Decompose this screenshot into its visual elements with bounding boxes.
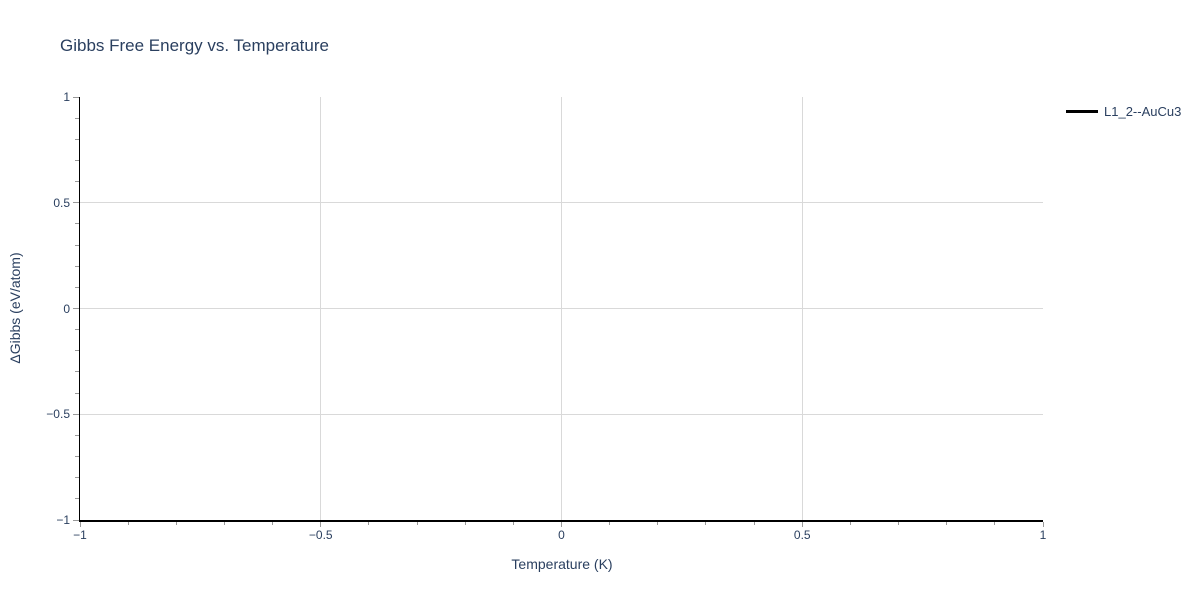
x-axis-title: Temperature (K) — [511, 556, 613, 572]
x-minor-tick — [464, 521, 466, 525]
y-minor-tick — [74, 286, 79, 288]
y-minor-tick — [74, 498, 79, 500]
legend-line-swatch — [1066, 110, 1098, 113]
x-tick-label: 0.5 — [793, 528, 811, 542]
x-minor-tick — [898, 521, 900, 525]
y-minor-tick — [74, 456, 79, 458]
x-major-tick — [1042, 521, 1044, 527]
x-tick-label: 0 — [558, 528, 565, 542]
x-major-tick — [320, 521, 322, 527]
y-gridline — [80, 308, 1043, 309]
y-minor-tick — [74, 265, 79, 267]
y-major-tick — [72, 519, 79, 521]
legend-item[interactable]: L1_2--AuCu3 — [1066, 104, 1181, 119]
plot-area[interactable] — [80, 97, 1043, 520]
y-tick-label: 0.5 — [53, 195, 70, 210]
y-axis-line — [78, 97, 80, 522]
x-minor-tick — [223, 521, 225, 525]
y-tick-label: 1 — [63, 90, 70, 104]
y-minor-tick — [74, 223, 79, 225]
x-minor-tick — [705, 521, 707, 525]
x-tick-label: −0.5 — [308, 528, 333, 542]
y-tick-label: −1 — [56, 513, 70, 527]
y-minor-tick — [74, 138, 79, 140]
x-tick-label: 1 — [1039, 528, 1047, 542]
x-minor-tick — [512, 521, 514, 525]
y-minor-tick — [74, 434, 79, 436]
x-minor-tick — [609, 521, 611, 525]
x-minor-tick — [127, 521, 129, 525]
y-gridline — [80, 413, 1043, 415]
y-minor-tick — [74, 329, 79, 331]
x-major-tick — [561, 521, 562, 527]
x-axis-line — [78, 520, 1043, 522]
x-tick-label: −1 — [73, 528, 87, 542]
y-minor-tick — [74, 159, 79, 161]
y-minor-tick — [74, 371, 79, 373]
y-minor-tick — [74, 117, 79, 119]
chart-title: Gibbs Free Energy vs. Temperature — [60, 36, 329, 55]
legend: L1_2--AuCu3 — [1066, 104, 1181, 119]
x-minor-tick — [175, 521, 177, 525]
y-gridline — [80, 202, 1043, 204]
y-major-tick — [72, 308, 79, 309]
y-tick-label: −0.5 — [46, 407, 70, 422]
x-minor-tick — [994, 521, 996, 525]
x-minor-tick — [849, 521, 851, 525]
legend-item-label: L1_2--AuCu3 — [1104, 104, 1182, 119]
x-minor-tick — [946, 521, 948, 525]
x-major-tick — [79, 521, 81, 527]
x-minor-tick — [368, 521, 370, 525]
y-major-tick — [72, 202, 79, 204]
y-minor-tick — [74, 350, 79, 352]
x-minor-tick — [657, 521, 659, 525]
x-minor-tick — [753, 521, 755, 525]
x-minor-tick — [416, 521, 418, 525]
y-minor-tick — [74, 181, 79, 183]
y-tick-label: 0 — [63, 301, 70, 316]
x-minor-tick — [272, 521, 274, 525]
y-axis-title: ΔGibbs (eV/atom) — [7, 252, 23, 364]
x-major-tick — [801, 521, 803, 527]
y-major-tick — [72, 413, 79, 415]
y-minor-tick — [74, 244, 79, 246]
y-major-tick — [72, 96, 79, 98]
y-minor-tick — [74, 477, 79, 479]
y-minor-tick — [74, 392, 79, 394]
